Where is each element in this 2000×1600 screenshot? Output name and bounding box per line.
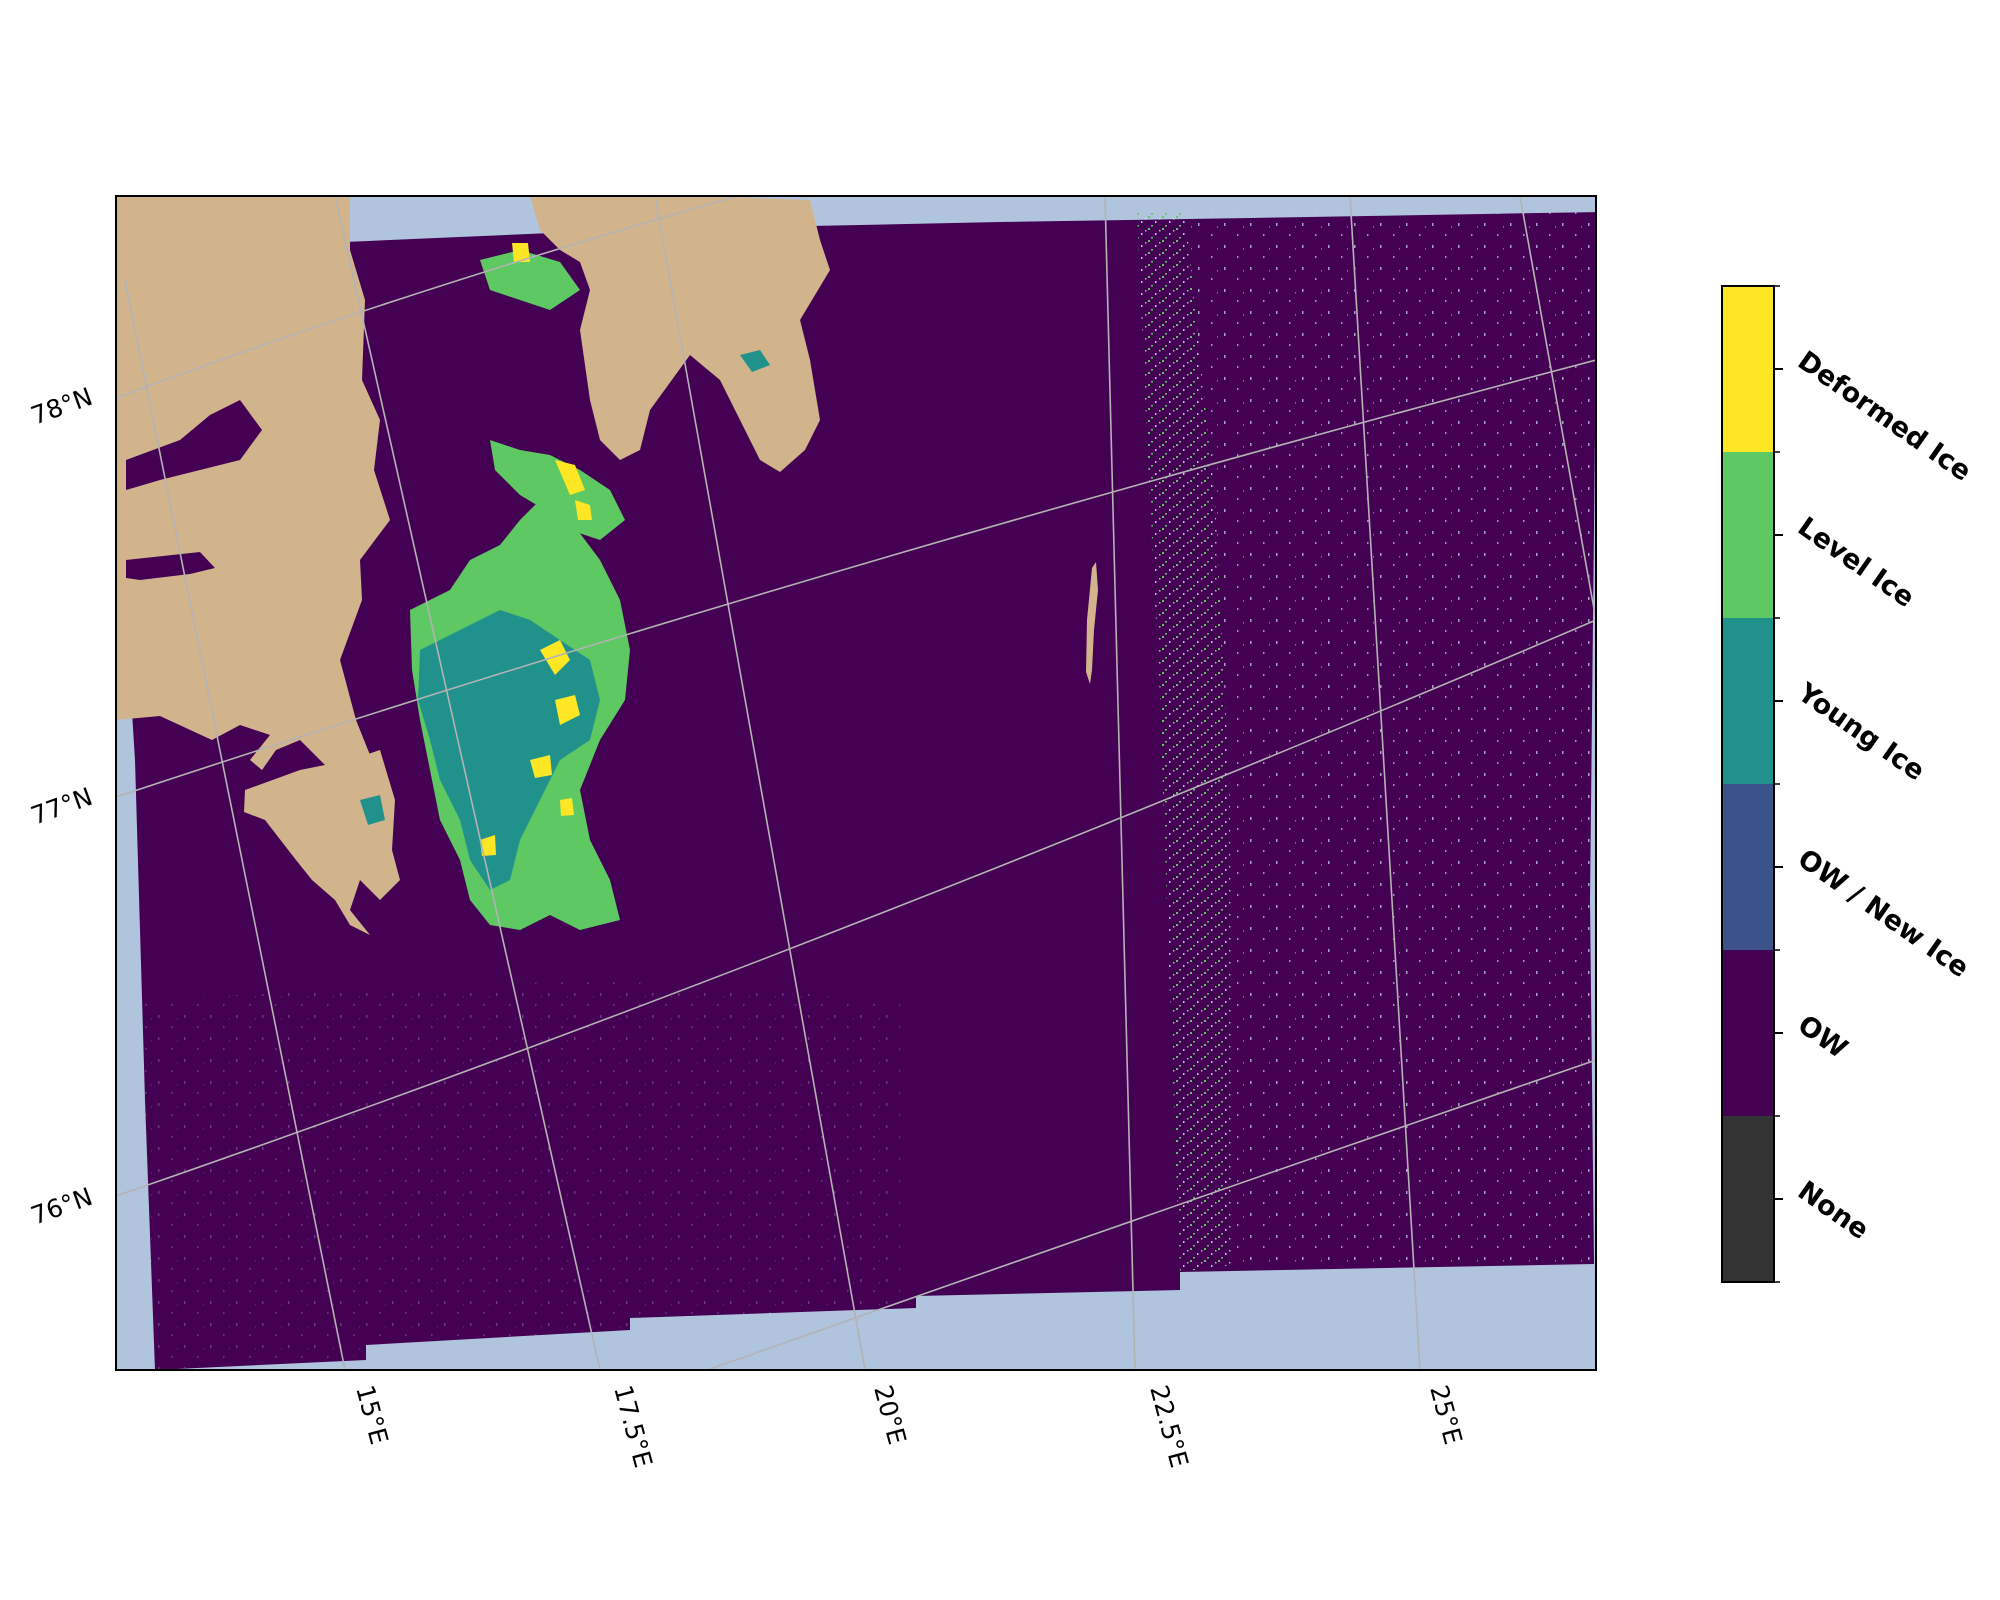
lat-label-78n: 78°N	[27, 382, 96, 431]
colorbar-label: None	[1792, 1175, 1874, 1246]
land-fjord-cut-1	[126, 400, 262, 490]
meridian-20e	[654, 196, 866, 1370]
land-north-island-left	[116, 196, 200, 255]
colorbar-label: OW / New Ice	[1792, 843, 1974, 984]
land-hopen-island	[1086, 562, 1098, 684]
meridian-22-5e	[1104, 196, 1136, 1370]
map-frame	[115, 195, 1597, 1371]
meridian-17-5e	[334, 196, 601, 1370]
colorbar-swatch-ow-new-ice	[1722, 784, 1774, 950]
lat-label-77n: 77°N	[27, 782, 96, 831]
land-west-spitsbergen	[116, 196, 390, 790]
speckle-noise-west	[120, 980, 900, 1370]
colorbar-swatch-none	[1722, 1116, 1774, 1282]
meridian-27-5e	[1519, 196, 1596, 621]
colorbar-legend: Deformed Ice Level Ice Young Ice OW / New I…	[1721, 285, 1977, 1283]
colorbar-label: Young Ice	[1791, 677, 1930, 787]
colorbar-swatch-ow	[1722, 950, 1774, 1116]
lat-label-76n: 76°N	[27, 1182, 96, 1231]
colorbar-frame	[1721, 285, 1775, 1283]
lon-label-25e: 25°E	[1424, 1382, 1468, 1448]
speckle-band-level-ice	[1137, 212, 1232, 1272]
colorbar-swatch-young-ice	[1722, 618, 1774, 784]
graticule	[116, 196, 1596, 1370]
colorbar-label: Level Ice	[1792, 511, 1920, 614]
colorbar-label: Deformed Ice	[1792, 345, 1977, 487]
parallel-77n	[116, 359, 1596, 798]
parallel-76n	[116, 619, 1596, 1197]
colorbar-label: OW	[1792, 1009, 1853, 1065]
meridian-15e	[124, 279, 346, 1370]
lon-label-17-5e: 17.5°E	[608, 1382, 658, 1471]
parallel-75-5n	[705, 1059, 1596, 1370]
parallel-78n	[116, 196, 741, 399]
colorbar-swatch-deformed-ice	[1722, 286, 1774, 452]
land-south-peninsula	[244, 750, 400, 935]
meridian-25e	[1349, 196, 1421, 1370]
lon-label-20e: 20°E	[868, 1382, 912, 1448]
ice-field-storfjorden	[360, 243, 770, 930]
lon-label-22-5e: 22.5°E	[1144, 1382, 1194, 1471]
lon-label-15e: 15°E	[350, 1382, 394, 1448]
land-fjord-cut-2	[126, 552, 215, 580]
colorbar-swatch-level-ice	[1722, 452, 1774, 618]
speckle-noise-east	[1185, 212, 1590, 1265]
